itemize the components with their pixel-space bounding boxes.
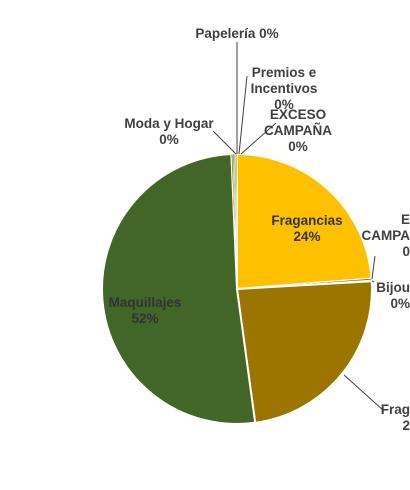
leader-line-6 [343, 374, 385, 412]
leader-line-3 [212, 130, 237, 155]
leader-line-4 [371, 255, 376, 280]
pie-slice-0 [236, 152, 373, 291]
pie-slice-3 [235, 280, 373, 424]
leader-line-1 [238, 75, 248, 155]
data-label-8: Frag 2 [381, 402, 410, 433]
data-label-0: Papelería 0% [195, 26, 278, 41]
leader-lines [212, 42, 385, 412]
leader-line-2 [240, 122, 277, 155]
data-label-6: Bijou 0% [376, 280, 410, 311]
pie-slice-4 [101, 153, 257, 425]
data-label-2: EXCESO CAMPAÑA 0% [264, 107, 332, 154]
data-label-1: Premios e Incentivos 0% [251, 65, 318, 112]
pie-slices [101, 152, 373, 425]
data-label-4: Fragancias 24% [271, 213, 342, 244]
leader-line-5 [371, 280, 375, 283]
data-label-3: Moda y Hogar 0% [124, 116, 214, 147]
data-label-7: Maquillajes 52% [109, 295, 182, 326]
data-labels: Papelería 0% Premios e Incentivos 0%EXCESO C… [109, 26, 410, 433]
data-label-5: E CAMPA 0 [362, 212, 410, 259]
